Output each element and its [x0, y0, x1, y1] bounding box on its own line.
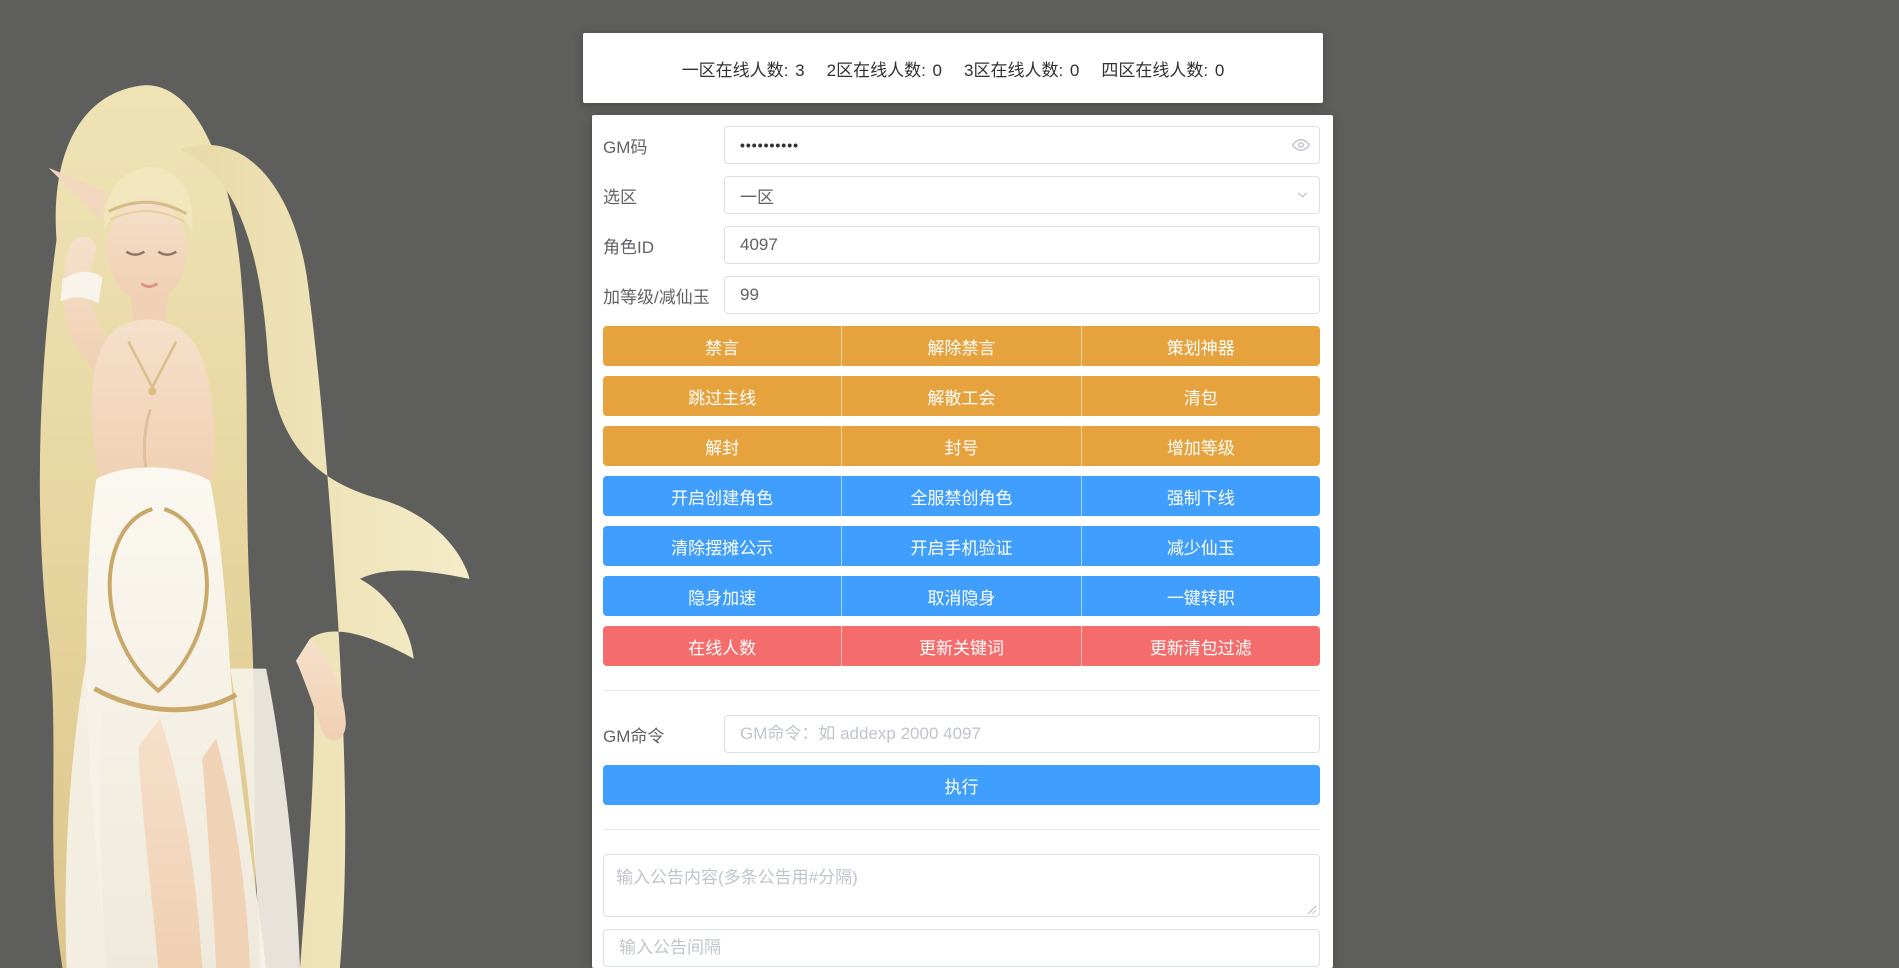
zone-select-row: 选区 [603, 176, 1320, 214]
action-row-2: 跳过主线 解散工会 清包 [603, 376, 1320, 416]
role-id-input[interactable] [724, 226, 1320, 264]
gm-command-row: GM命令 [603, 715, 1320, 753]
character-artwork [39, 85, 470, 968]
zone-select[interactable] [724, 176, 1320, 214]
action-row-4: 开启创建角色 全服禁创角色 强制下线 [603, 476, 1320, 516]
enable-phone-verify-button[interactable]: 开启手机验证 [841, 526, 1081, 566]
skip-mainline-button[interactable]: 跳过主线 [603, 376, 842, 416]
gm-code-row: GM码 [603, 126, 1320, 164]
enable-create-role-button[interactable]: 开启创建角色 [603, 476, 842, 516]
disband-guild-button[interactable]: 解散工会 [841, 376, 1081, 416]
reduce-jade-button[interactable]: 减少仙玉 [1080, 526, 1320, 566]
chevron-down-icon[interactable] [1295, 188, 1310, 203]
force-offline-button[interactable]: 强制下线 [1080, 476, 1320, 516]
clear-stall-notice-button[interactable]: 清除摆摊公示 [603, 526, 842, 566]
divider [603, 690, 1320, 691]
action-row-7: 在线人数 更新关键词 更新清包过滤 [603, 626, 1320, 666]
zone2-online-count: 2区在线人数: 0 [826, 60, 942, 80]
one-key-class-change-button[interactable]: 一键转职 [1080, 576, 1320, 616]
stealth-speed-button[interactable]: 隐身加速 [603, 576, 842, 616]
update-keywords-button[interactable]: 更新关键词 [841, 626, 1081, 666]
zone4-online-count: 四区在线人数: 0 [1101, 60, 1225, 80]
action-row-5: 清除摆摊公示 开启手机验证 减少仙玉 [603, 526, 1320, 566]
zone1-online-count: 一区在线人数: 3 [681, 60, 805, 80]
cancel-stealth-button[interactable]: 取消隐身 [841, 576, 1081, 616]
add-level-button[interactable]: 增加等级 [1080, 426, 1320, 466]
level-jade-input[interactable] [724, 276, 1320, 314]
action-row-1: 禁言 解除禁言 策划神器 [603, 326, 1320, 366]
action-row-6: 隐身加速 取消隐身 一键转职 [603, 576, 1320, 616]
update-clearbag-filter-button[interactable]: 更新清包过滤 [1080, 626, 1320, 666]
announcement-content-wrap [603, 854, 1320, 922]
level-jade-row: 加等级/减仙玉 [603, 276, 1320, 314]
clear-bag-button[interactable]: 清包 [1080, 376, 1320, 416]
resize-handle[interactable] [1306, 904, 1316, 914]
gm-code-label: GM码 [603, 137, 648, 157]
gm-panel-card: GM码 选区 角色ID 加等级/减仙玉 禁言 解除禁 [592, 115, 1333, 968]
action-row-3: 解封 封号 增加等级 [603, 426, 1320, 466]
role-id-row: 角色ID [603, 226, 1320, 264]
unban-button[interactable]: 解封 [603, 426, 842, 466]
divider [603, 829, 1320, 830]
zone3-online-count: 3区在线人数: 0 [964, 60, 1080, 80]
role-id-label: 角色ID [603, 237, 654, 257]
level-jade-label: 加等级/减仙玉 [603, 287, 710, 307]
online-count-button[interactable]: 在线人数 [603, 626, 842, 666]
gm-command-label: GM命令 [603, 726, 665, 746]
mute-button[interactable]: 禁言 [603, 326, 842, 366]
disable-create-role-button[interactable]: 全服禁创角色 [841, 476, 1081, 516]
online-counts-bar: 一区在线人数: 3 2区在线人数: 0 3区在线人数: 0 四区在线人数: 0 [583, 33, 1323, 103]
gm-code-input[interactable] [724, 126, 1320, 164]
show-password-icon[interactable] [1292, 136, 1310, 154]
unmute-button[interactable]: 解除禁言 [841, 326, 1081, 366]
ban-button[interactable]: 封号 [841, 426, 1081, 466]
execute-button[interactable]: 执行 [603, 765, 1320, 805]
zone-select-label: 选区 [603, 187, 637, 207]
planner-tool-button[interactable]: 策划神器 [1080, 326, 1320, 366]
gm-command-input[interactable] [724, 715, 1320, 753]
announcement-interval-input[interactable] [603, 929, 1320, 967]
announcement-content-textarea[interactable] [603, 854, 1320, 917]
